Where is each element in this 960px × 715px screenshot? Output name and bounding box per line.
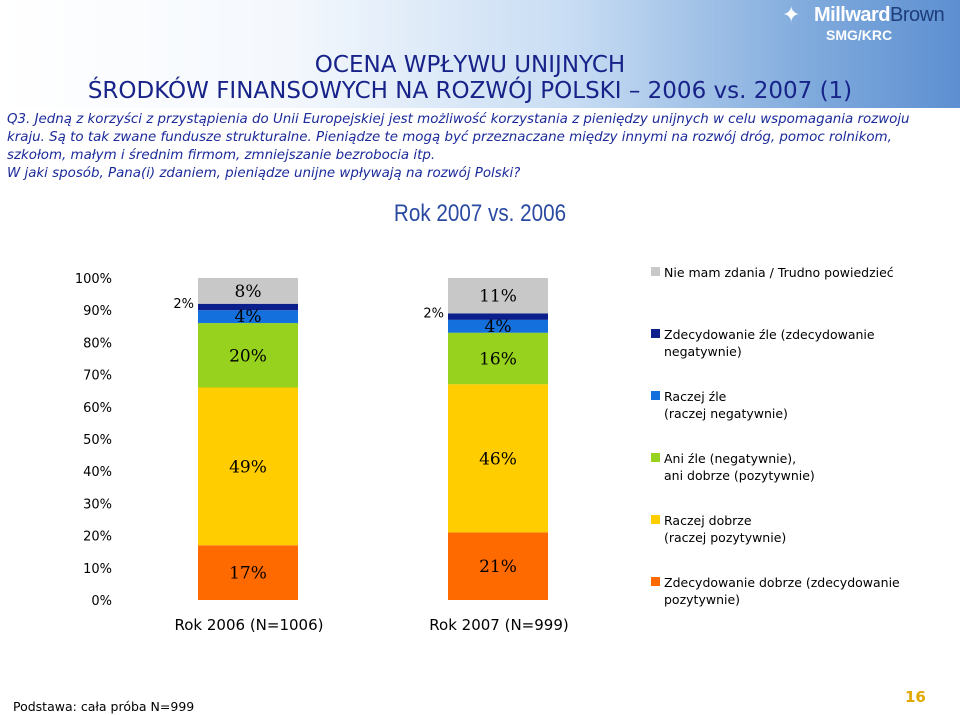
legend-label: Nie mam zdania / Trudno powiedzieć xyxy=(664,264,949,281)
category-label: Rok 2006 (N=1006) xyxy=(175,616,324,634)
page-title: OCENA WPŁYWU UNIJNYCH ŚRODKÓW FINANSOWYC… xyxy=(20,52,920,104)
y-tick-label: 50% xyxy=(83,433,112,448)
logo-mark-icon: ✦ xyxy=(782,2,801,27)
bar-segment xyxy=(198,323,298,388)
segment-data-label: 4% xyxy=(485,317,512,337)
legend-swatch xyxy=(651,391,660,400)
page-title-line2: ŚRODKÓW FINANSOWYCH NA ROZWÓJ POLSKI – 2… xyxy=(87,78,853,104)
segment-data-label: 17% xyxy=(229,564,267,584)
legend-label: Zdecydowanie źle (zdecydowanie negatywnie… xyxy=(664,326,949,360)
legend-swatch xyxy=(651,329,660,338)
bar-segment xyxy=(448,532,548,600)
y-tick-label: 30% xyxy=(83,497,112,512)
question-line: Q3. Jedną z korzyści z przystąpienia do … xyxy=(7,112,910,127)
legend-label-line: Nie mam zdania / Trudno powiedzieć xyxy=(664,265,894,280)
legend-swatch xyxy=(651,267,660,276)
y-tick-label: 0% xyxy=(91,594,112,609)
chart-title: Rok 2007 vs. 2006 xyxy=(393,200,567,227)
footnote: Podstawa: cała próba N=999 xyxy=(13,699,195,714)
page-number: 16 xyxy=(905,688,926,706)
legend-label-line: Zdecydowanie dobrze (zdecydowanie xyxy=(664,575,900,590)
segment-data-label: 2% xyxy=(173,297,194,312)
bar-segment xyxy=(198,303,298,311)
bar-segment xyxy=(448,319,548,333)
bar-segment xyxy=(198,278,298,304)
segment-data-label: 11% xyxy=(479,287,517,307)
legend-label-line: Raczej dobrze xyxy=(664,513,752,528)
logo-brand: MillwardBrown xyxy=(814,4,945,27)
y-tick-label: 60% xyxy=(83,401,112,416)
y-tick-label: 80% xyxy=(83,336,112,351)
logo-brand-b: Brown xyxy=(890,4,945,26)
legend-label-line: Raczej źle xyxy=(664,389,727,404)
question-line: W jaki sposób, Pana(i) zdaniem, pieniądz… xyxy=(7,166,521,181)
segment-data-label: 20% xyxy=(229,346,267,366)
header-band xyxy=(0,0,960,108)
segment-data-label: 49% xyxy=(229,457,267,477)
bar-segment xyxy=(198,387,298,546)
question-line: szkołom, małym i średnim firmom, zmniejs… xyxy=(7,148,436,163)
logo-brand-a: Millward xyxy=(814,4,891,26)
legend-label-line: (raczej negatywnie) xyxy=(664,406,788,421)
bar-segment xyxy=(448,332,548,385)
segment-data-label: 4% xyxy=(235,307,262,327)
logo-sub: SMG/KRC xyxy=(826,27,893,43)
legend-label: Ani źle (negatywnie), ani dobrze (pozytyw… xyxy=(664,450,949,484)
legend-swatch xyxy=(651,515,660,524)
segment-data-label: 16% xyxy=(479,350,517,370)
bar-segment xyxy=(198,310,298,324)
legend-label-line: (raczej pozytywnie) xyxy=(664,530,787,545)
y-tick-label: 40% xyxy=(83,465,112,480)
legend-label: Raczej dobrze (raczej pozytywnie) xyxy=(664,512,949,546)
legend-label-line: Ani źle (negatywnie), xyxy=(664,451,797,466)
legend-label: Raczej źle (raczej negatywnie) xyxy=(664,388,949,422)
segment-data-label: 46% xyxy=(479,449,517,469)
question-text: Q3. Jedną z korzyści z przystąpienia do … xyxy=(7,111,952,183)
y-tick-label: 20% xyxy=(83,530,112,545)
y-tick-label: 10% xyxy=(83,562,112,577)
legend-label-line: negatywnie) xyxy=(664,344,742,359)
y-tick-label: 90% xyxy=(83,304,112,319)
bar-segment xyxy=(448,278,548,314)
legend-label: Zdecydowanie dobrze (zdecydowanie pozytyw… xyxy=(664,574,949,608)
legend-swatch xyxy=(651,577,660,586)
page-title-line1: OCENA WPŁYWU UNIJNYCH xyxy=(314,52,626,78)
legend-label-line: pozytywnie) xyxy=(664,592,741,607)
segment-data-label: 21% xyxy=(479,557,517,577)
bar-segment xyxy=(198,545,298,600)
y-tick-label: 100% xyxy=(75,272,112,287)
bar-segment xyxy=(448,384,548,533)
question-line: kraju. Są to tak zwane fundusze struktur… xyxy=(7,130,892,145)
legend-label-line: Zdecydowanie źle (zdecydowanie xyxy=(664,327,875,342)
y-tick-label: 70% xyxy=(83,369,112,384)
legend-label-line: ani dobrze (pozytywnie) xyxy=(664,468,815,483)
segment-data-label: 8% xyxy=(235,282,262,302)
legend-swatch xyxy=(651,453,660,462)
millward-brown-logo: ✦ MillwardBrown SMG/KRC xyxy=(782,2,954,46)
segment-data-label: 2% xyxy=(423,306,444,321)
bar-segment xyxy=(448,313,548,320)
category-label: Rok 2007 (N=999) xyxy=(429,616,568,634)
